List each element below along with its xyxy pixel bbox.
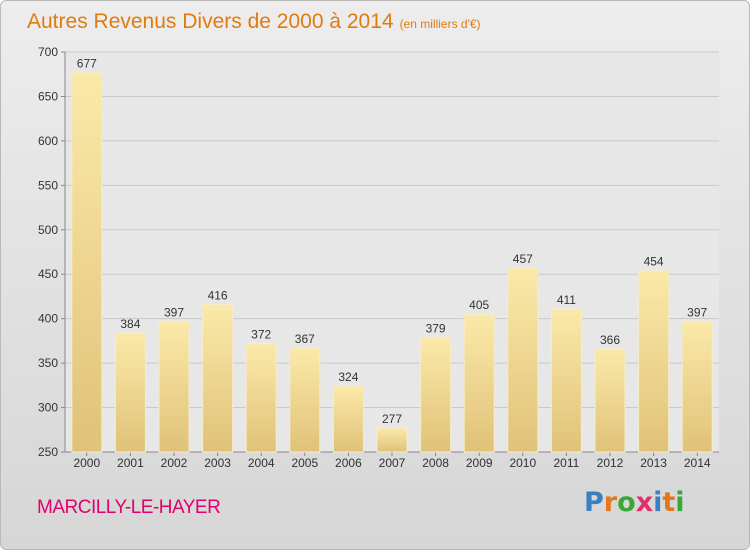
y-tick-label: 250 xyxy=(38,445,58,459)
x-tick-label: 2014 xyxy=(684,456,711,470)
x-tick-label: 2000 xyxy=(73,456,100,470)
bar xyxy=(71,71,103,453)
logo-letter: x xyxy=(635,487,654,518)
logo-letter: P xyxy=(584,487,604,518)
proxiti-logo: Proxiti xyxy=(584,487,685,518)
x-tick-label: 2011 xyxy=(553,456,579,470)
data-label: 372 xyxy=(251,328,271,342)
x-tick-label: 2002 xyxy=(161,456,188,470)
bar xyxy=(638,270,670,453)
y-tick-label: 550 xyxy=(38,178,58,192)
location-name: MARCILLY-LE-HAYER xyxy=(37,497,221,518)
bar xyxy=(594,348,626,453)
data-label: 397 xyxy=(164,305,184,319)
title-text: Autres Revenus Divers de 2000 à 2014 xyxy=(27,10,394,33)
data-label: 367 xyxy=(295,332,315,346)
bar xyxy=(289,347,321,453)
chart-subtitle: (en milliers d'€) xyxy=(399,17,481,31)
logo-letter: i xyxy=(675,487,685,518)
data-label: 324 xyxy=(338,370,358,384)
data-label: 416 xyxy=(208,288,228,302)
logo-letter: r xyxy=(603,487,618,518)
y-tick-label: 650 xyxy=(38,89,58,103)
data-label: 677 xyxy=(77,56,97,70)
bar xyxy=(245,343,277,453)
y-tick-label: 450 xyxy=(38,267,58,281)
y-tick-label: 500 xyxy=(38,223,58,237)
bar xyxy=(376,427,408,453)
bar xyxy=(463,313,495,453)
x-tick-label: 2004 xyxy=(248,456,275,470)
data-label: 379 xyxy=(426,321,446,335)
x-tick-label: 2008 xyxy=(422,456,449,470)
logo-letter: t xyxy=(662,487,676,518)
x-tick-label: 2007 xyxy=(379,456,406,470)
labels: 250 300 350 400 450 500 550 600 650 700 677 2000 384… xyxy=(38,45,711,470)
x-tick-label: 2005 xyxy=(291,456,318,470)
logo-letter: o xyxy=(617,487,636,518)
data-label: 457 xyxy=(513,252,533,266)
bar xyxy=(158,320,190,453)
data-label: 405 xyxy=(469,298,489,312)
data-label: 411 xyxy=(557,293,576,307)
bar xyxy=(114,332,146,453)
bar xyxy=(507,267,539,453)
chart-title: Autres Revenus Divers de 2000 à 2014 (en … xyxy=(27,10,481,34)
x-tick-label: 2001 xyxy=(117,456,144,470)
data-label: 397 xyxy=(687,305,707,319)
x-tick-label: 2006 xyxy=(335,456,362,470)
data-label: 277 xyxy=(382,412,402,426)
bar xyxy=(332,385,364,453)
bars xyxy=(71,71,713,453)
y-tick-label: 400 xyxy=(38,312,58,326)
bar xyxy=(202,303,234,453)
data-label: 366 xyxy=(600,333,620,347)
x-tick-label: 2010 xyxy=(509,456,536,470)
x-tick-label: 2003 xyxy=(204,456,231,470)
bar xyxy=(681,320,713,453)
data-label: 454 xyxy=(644,255,664,269)
x-tick-label: 2012 xyxy=(597,456,624,470)
x-tick-label: 2013 xyxy=(640,456,667,470)
data-label: 384 xyxy=(120,317,140,331)
bar xyxy=(420,336,452,453)
x-tick-label: 2009 xyxy=(466,456,493,470)
logo-letter: i xyxy=(653,487,663,518)
bar xyxy=(550,308,582,453)
y-tick-label: 300 xyxy=(38,401,58,415)
y-tick-label: 600 xyxy=(38,134,58,148)
y-tick-label: 700 xyxy=(38,45,58,59)
y-tick-label: 350 xyxy=(38,356,58,370)
